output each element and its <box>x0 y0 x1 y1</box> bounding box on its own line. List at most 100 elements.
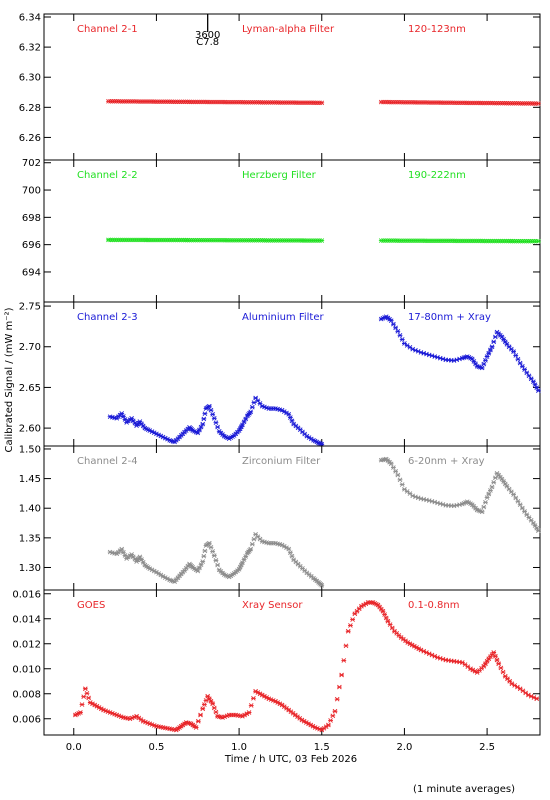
data-point <box>201 702 207 707</box>
data-point <box>251 696 256 701</box>
data-point <box>382 612 387 617</box>
data-point <box>198 424 204 430</box>
data-point <box>215 562 220 568</box>
data-point <box>471 359 477 364</box>
data-series <box>107 456 541 588</box>
data-point <box>397 477 403 483</box>
data-point <box>205 693 211 699</box>
data-point <box>535 101 541 106</box>
data-point <box>498 665 504 671</box>
data-point <box>343 643 349 649</box>
y-tick-label: 2.75 <box>19 302 41 313</box>
data-point <box>393 468 399 474</box>
data-point <box>195 430 201 436</box>
data-point <box>489 484 495 490</box>
data-point <box>526 515 532 520</box>
panel-label: GOES <box>77 600 105 611</box>
data-point <box>243 554 249 559</box>
data-point <box>479 365 485 371</box>
data-point <box>330 713 336 719</box>
data-point <box>213 420 219 425</box>
y-tick-label: 0.012 <box>12 639 41 650</box>
data-point <box>286 546 292 552</box>
data-point <box>517 686 523 692</box>
data-point <box>319 238 325 243</box>
data-point <box>524 370 530 376</box>
panels: 6.26 6.28 6.30 6.32 6.34 Channel 2-1 Lyman-alp… <box>12 13 541 736</box>
data-point <box>243 416 249 422</box>
data-point <box>385 618 391 624</box>
flare-marker-top: 3600 <box>195 30 220 41</box>
y-tick-label: 6.30 <box>19 73 41 84</box>
data-point <box>399 482 405 487</box>
data-series <box>73 600 540 733</box>
data-point <box>241 557 247 562</box>
data-point <box>130 554 136 560</box>
data-point <box>519 505 525 511</box>
y-tick-label: 694 <box>22 267 41 278</box>
data-point <box>528 376 534 382</box>
data-point <box>506 486 512 492</box>
data-point <box>137 554 143 560</box>
data-point <box>484 354 490 359</box>
data-point <box>534 525 540 531</box>
data-point <box>481 504 487 510</box>
data-point <box>530 379 536 385</box>
data-point <box>395 328 401 334</box>
panel-frame <box>43 13 541 161</box>
data-point <box>289 418 295 424</box>
data-point <box>522 367 527 372</box>
data-point <box>241 419 247 425</box>
data-point <box>193 725 199 730</box>
panel-label: Zirconium Filter <box>242 456 321 467</box>
data-point <box>119 411 125 416</box>
panel-label: Channel 2-4 <box>77 456 138 467</box>
data-point <box>500 669 506 675</box>
data-point <box>481 663 487 669</box>
data-point <box>407 344 413 350</box>
panel-label: Channel 2-3 <box>77 312 138 323</box>
data-point <box>129 416 135 421</box>
y-tick-label: 2.65 <box>19 383 41 394</box>
y-tick-label: 1.35 <box>19 533 41 544</box>
panel-label: Channel 2-2 <box>77 170 138 181</box>
data-point <box>332 708 338 714</box>
data-point <box>502 481 508 487</box>
data-point <box>532 382 538 388</box>
data-point <box>496 661 502 667</box>
panel-3: 2.60 2.65 2.70 2.75 Channel 2-3 Aluminium Fil… <box>19 301 541 447</box>
data-point <box>508 489 514 495</box>
data-point <box>79 702 85 707</box>
panel-label: 17-80nm + Xray <box>408 312 491 323</box>
data-point <box>208 545 214 550</box>
data-point <box>206 403 212 409</box>
data-point <box>213 709 219 715</box>
data-point <box>201 416 207 422</box>
data-point <box>522 509 527 514</box>
data-point <box>211 553 217 558</box>
data-point <box>380 608 386 614</box>
data-point <box>198 712 203 718</box>
panel-1: 6.26 6.28 6.30 6.32 6.34 Channel 2-1 Lyman-alp… <box>19 13 541 161</box>
y-tick-label: 0.016 <box>12 589 41 600</box>
data-point <box>200 706 206 712</box>
y-tick-label: 6.28 <box>19 103 41 114</box>
data-series <box>106 98 541 106</box>
data-point <box>195 718 201 724</box>
data-point <box>519 363 525 369</box>
data-point <box>341 658 347 663</box>
data-point <box>334 696 340 702</box>
data-point <box>210 701 216 707</box>
y-tick-label: 1.50 <box>19 444 41 455</box>
data-point <box>499 476 505 482</box>
data-point <box>462 662 468 667</box>
data-point <box>484 658 490 664</box>
data-point <box>534 385 540 391</box>
data-point <box>523 690 529 696</box>
panel-label: Aluminium Filter <box>242 312 325 323</box>
data-point <box>82 686 88 692</box>
data-point <box>197 565 202 571</box>
panel-frame <box>43 445 541 591</box>
data-point <box>504 483 510 489</box>
